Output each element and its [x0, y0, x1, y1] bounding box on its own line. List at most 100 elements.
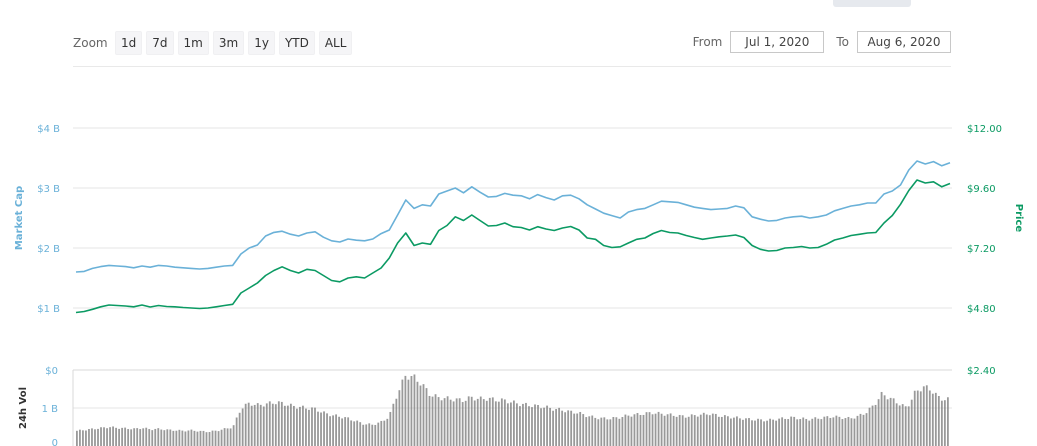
volume-bar: [380, 420, 383, 446]
volume-bar: [232, 425, 235, 446]
volume-tick-label: 1 B: [42, 404, 59, 415]
volume-bar: [549, 407, 551, 446]
volume-bar: [422, 384, 425, 446]
volume-bar: [868, 407, 871, 446]
to-date-input[interactable]: [857, 31, 951, 53]
date-range: From To: [693, 31, 951, 53]
volume-bar: [362, 424, 365, 446]
volume-bar: [169, 429, 172, 446]
volume-bar: [139, 429, 142, 446]
volume-bar: [386, 418, 389, 446]
zoom-all-button[interactable]: ALL: [318, 31, 353, 55]
volume-bar: [681, 415, 684, 446]
volume-bar: [166, 429, 169, 446]
volume-bar: [729, 418, 732, 446]
volume-bar: [934, 392, 937, 446]
volume-bar: [513, 400, 515, 446]
volume-bar: [651, 414, 654, 446]
volume-bar: [820, 419, 823, 446]
volume-bar: [708, 415, 711, 446]
from-date-input[interactable]: [730, 31, 825, 53]
market-cap-line: [75, 160, 951, 273]
zoom-label: Zoom: [73, 36, 108, 50]
volume-bar: [377, 422, 380, 446]
volume-bar: [136, 428, 139, 446]
volume-bar: [606, 419, 609, 446]
volume-tick-label: 0: [52, 438, 58, 446]
volume-bar: [751, 420, 753, 446]
right-tick-label: $12.00: [967, 124, 1002, 135]
volume-bar: [748, 418, 750, 446]
volume-bar: [413, 374, 416, 446]
volume-bar: [494, 401, 497, 446]
volume-bar: [82, 430, 84, 446]
volume-bar: [684, 417, 687, 446]
zoom-7d-button[interactable]: 7d: [146, 31, 174, 55]
volume-bar: [311, 407, 313, 446]
volume-bar: [910, 399, 913, 446]
volume-bar: [871, 405, 874, 446]
volume-bar: [898, 405, 901, 446]
volume-bar: [793, 416, 796, 446]
volume-bar: [874, 404, 877, 446]
volume-bar: [892, 398, 895, 446]
volume-bar: [274, 404, 277, 446]
volume-bar: [338, 416, 341, 446]
volume-axis-title: 24h Vol: [18, 387, 29, 429]
zoom-3m-button[interactable]: 3m: [212, 31, 245, 55]
volume-bar: [778, 418, 781, 446]
volume-bar: [368, 423, 371, 446]
right-tick-label: $9.60: [967, 184, 996, 195]
volume-bar: [283, 405, 286, 446]
volume-bar: [714, 413, 717, 446]
volume-bar: [522, 403, 524, 446]
volume-bar: [696, 416, 699, 446]
volume-bar: [627, 415, 630, 446]
volume-bar: [573, 413, 576, 446]
volume-bar: [359, 422, 362, 446]
volume-bar: [253, 404, 256, 446]
volume-bar: [509, 402, 512, 446]
volume-bar: [208, 432, 211, 446]
volume-bar: [943, 400, 946, 446]
volume-bar: [528, 406, 530, 446]
volume-bar: [241, 408, 244, 446]
volume-bar: [458, 398, 461, 446]
volume-bar: [118, 428, 120, 446]
volume-bar: [479, 396, 482, 446]
volume-bar: [100, 427, 102, 446]
volume-bar: [901, 404, 904, 446]
volume-bar: [88, 429, 90, 446]
volume-bar: [326, 413, 328, 446]
volume-bar: [877, 399, 880, 446]
volume-bar: [883, 395, 886, 446]
volume-bar: [292, 405, 295, 446]
zoom-ytd-button[interactable]: YTD: [278, 31, 315, 55]
volume-bar: [431, 396, 434, 446]
volume-bar: [826, 416, 829, 446]
volume-bar: [699, 414, 702, 446]
volume-bar: [931, 393, 934, 446]
volume-bar: [265, 403, 268, 446]
volume-bar: [832, 417, 835, 446]
volume-bar: [491, 397, 494, 446]
zoom-1y-button[interactable]: 1y: [248, 31, 275, 55]
volume-bar: [763, 421, 765, 446]
volume-bar: [299, 406, 301, 446]
volume-bar: [476, 398, 479, 446]
volume-bar: [184, 431, 187, 446]
zoom-1d-button[interactable]: 1d: [115, 31, 143, 55]
volume-bar: [473, 400, 476, 446]
volume-bar: [220, 429, 223, 446]
volume-bar: [838, 416, 841, 446]
zoom-1m-button[interactable]: 1m: [177, 31, 209, 55]
volume-bar: [256, 403, 259, 446]
volume-bar: [371, 424, 374, 446]
volume-bar: [772, 419, 774, 446]
volume-bar: [482, 399, 485, 446]
volume-bar: [925, 385, 928, 446]
volume-bar: [769, 418, 771, 446]
volume-bar: [552, 410, 554, 446]
top-action-button[interactable]: [833, 0, 911, 7]
